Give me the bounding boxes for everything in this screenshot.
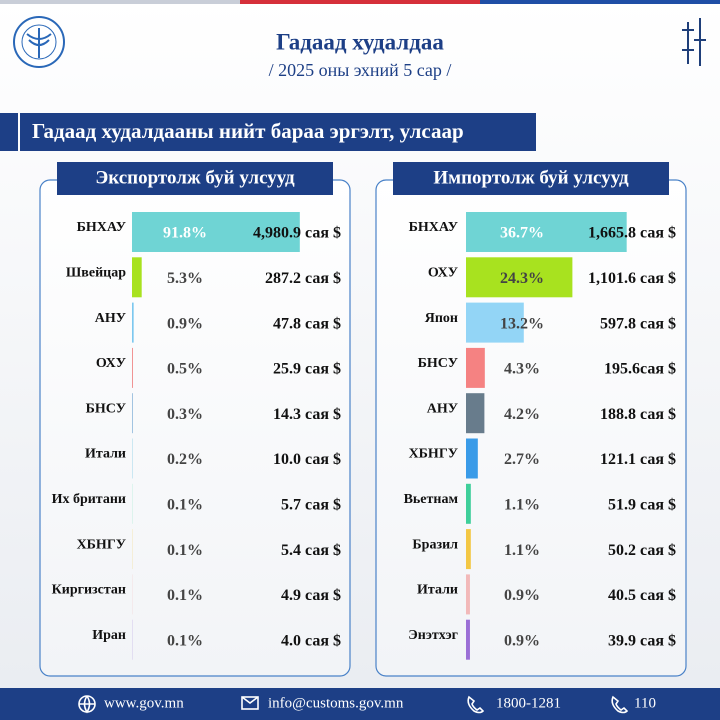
- country-label: Итали: [85, 447, 126, 462]
- amount-label: 25.9 сая $: [273, 361, 341, 378]
- bar: [466, 257, 573, 298]
- amount-label: 1,101.6 сая $: [588, 270, 676, 287]
- footer-phone: 1800-1281: [496, 695, 561, 711]
- amount-label: 597.8 сая $: [600, 315, 676, 332]
- share-label: 0.1%: [167, 587, 203, 604]
- country-label: БНСУ: [86, 401, 126, 416]
- country-label: ХБНГУ: [77, 537, 126, 552]
- amount-label: 188.8 сая $: [600, 406, 676, 423]
- country-label: БНСУ: [418, 356, 458, 371]
- top-stripe: [240, 0, 480, 4]
- country-label: Их британи: [52, 492, 126, 507]
- country-label: ОХУ: [428, 266, 458, 281]
- share-label: 0.1%: [167, 632, 203, 649]
- share-label: 0.5%: [167, 361, 203, 378]
- share-label: 0.1%: [167, 542, 203, 559]
- amount-label: 10.0 сая $: [273, 451, 341, 468]
- share-label: 0.9%: [167, 315, 203, 332]
- amount-label: 287.2 сая $: [265, 270, 341, 287]
- amount-label: 5.4 сая $: [281, 542, 341, 559]
- share-label: 4.2%: [504, 406, 540, 423]
- country-label: Киргизстан: [52, 583, 126, 598]
- bar: [466, 302, 524, 343]
- amount-label: 121.1 сая $: [600, 451, 676, 468]
- country-label: Итали: [417, 583, 458, 598]
- country-label: Вьетнам: [404, 492, 459, 507]
- banner-box: [20, 113, 536, 151]
- banner: Гадаад худалдааны нийт бараа эргэлт, улс…: [32, 119, 464, 143]
- top-stripe: [0, 0, 240, 4]
- country-label: ХБНГУ: [409, 447, 458, 462]
- country-label: Бразил: [412, 537, 458, 552]
- share-label: 1.1%: [504, 542, 540, 559]
- amount-label: 4.9 сая $: [281, 587, 341, 604]
- share-label: 4.3%: [504, 361, 540, 378]
- bar: [466, 212, 627, 252]
- amount-label: 50.2 сая $: [608, 542, 676, 559]
- country-label: БНХАУ: [409, 220, 458, 235]
- footer-email: info@customs.gov.mn: [268, 695, 404, 711]
- amount-label: 51.9 сая $: [608, 496, 676, 513]
- bar: [466, 438, 478, 479]
- panel-title: Импортолж буй улсууд: [433, 167, 629, 188]
- share-label: 5.3%: [167, 270, 203, 287]
- bar: [132, 347, 133, 388]
- amount-label: 47.8 сая $: [273, 315, 341, 332]
- bar: [466, 619, 470, 660]
- bar: [466, 393, 485, 434]
- amount-label: 5.7 сая $: [281, 496, 341, 513]
- bar: [466, 529, 471, 570]
- panel-title: Экспортолж буй улсууд: [95, 167, 295, 188]
- logo: [13, 16, 65, 68]
- share-label: 91.8%: [163, 225, 207, 242]
- script-emblem: [682, 18, 706, 66]
- share-label: 0.9%: [504, 632, 540, 649]
- amount-label: 39.9 сая $: [608, 632, 676, 649]
- share-label: 24.3%: [500, 270, 544, 287]
- bar: [132, 393, 133, 434]
- share-label: 0.2%: [167, 451, 203, 468]
- country-label: Энэтхэг: [408, 628, 458, 643]
- share-label: 0.9%: [504, 587, 540, 604]
- country-label: Иран: [92, 628, 126, 643]
- bar: [132, 302, 134, 343]
- footer-hotline: 110: [634, 695, 656, 711]
- top-stripe: [480, 0, 720, 4]
- share-label: 13.2%: [500, 315, 544, 332]
- banner-accent: [0, 113, 18, 151]
- amount-label: 14.3 сая $: [273, 406, 341, 423]
- share-label: 36.7%: [500, 225, 544, 242]
- bar: [132, 212, 300, 252]
- title: Гадаад худалдаа: [276, 29, 444, 54]
- amount-label: 4.0 сая $: [281, 632, 341, 649]
- panel-title-box: [393, 162, 669, 195]
- share-label: 1.1%: [504, 496, 540, 513]
- share-label: 2.7%: [504, 451, 540, 468]
- country-label: ОХУ: [96, 356, 126, 371]
- bar: [132, 257, 142, 298]
- panel-title-box: [57, 162, 333, 195]
- amount-label: 195.6сая $: [604, 361, 676, 378]
- amount-label: 40.5 сая $: [608, 587, 676, 604]
- bar: [466, 347, 485, 388]
- amount-label: 4,980.9 сая $: [253, 225, 341, 242]
- country-label: БНХАУ: [77, 220, 126, 235]
- share-label: 0.3%: [167, 406, 203, 423]
- share-label: 0.1%: [167, 496, 203, 513]
- amount-label: 1,665.8 сая $: [588, 225, 676, 242]
- bar: [466, 574, 470, 615]
- country-label: Япон: [425, 311, 458, 326]
- subtitle: / 2025 оны эхний 5 сар /: [269, 60, 452, 80]
- bar: [466, 483, 471, 524]
- country-label: Швейцар: [66, 266, 126, 281]
- footer-bar: [0, 688, 720, 720]
- footer-icons: [78, 695, 629, 714]
- country-label: АНУ: [427, 401, 458, 416]
- country-label: АНУ: [95, 311, 126, 326]
- footer-website: www.gov.mn: [104, 695, 184, 711]
